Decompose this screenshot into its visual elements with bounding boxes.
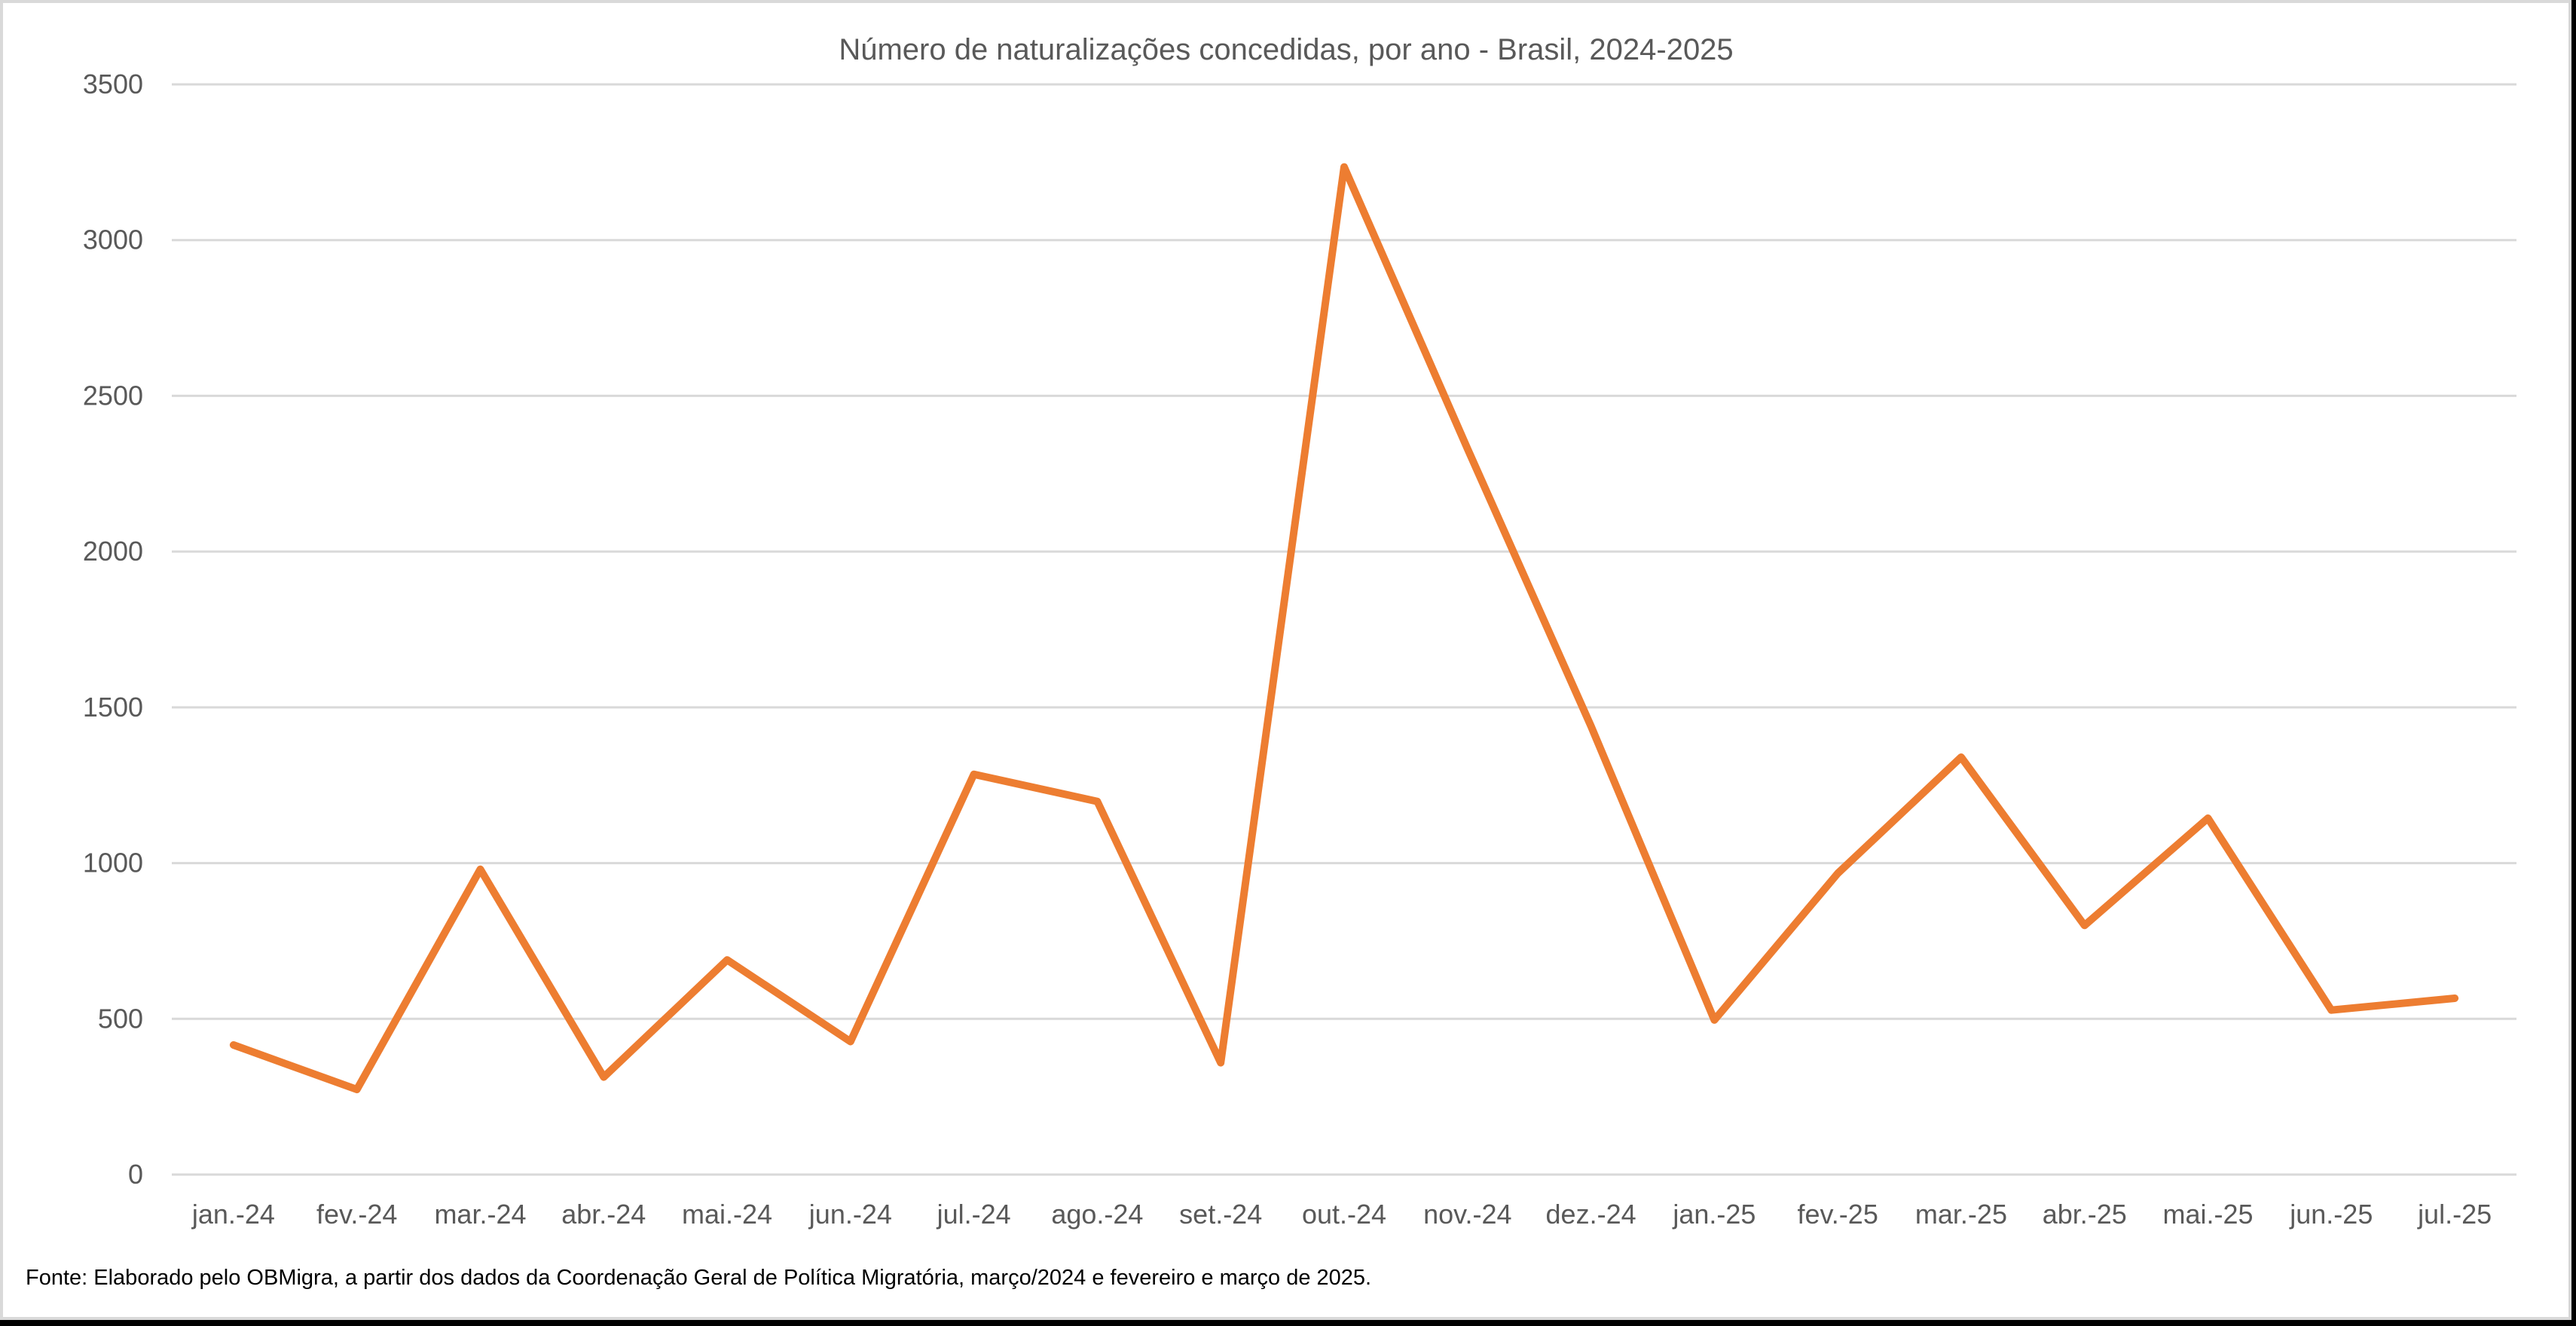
x-tick-label: mar.-25 bbox=[1915, 1199, 2007, 1230]
y-tick-label: 2000 bbox=[83, 536, 143, 567]
x-tick-label: mai.-24 bbox=[682, 1199, 772, 1230]
y-tick-label: 3000 bbox=[83, 225, 143, 255]
source-note: Fonte: Elaborado pelo OBMigra, a partir … bbox=[26, 1266, 1372, 1290]
x-tick-label: mai.-25 bbox=[2163, 1199, 2254, 1230]
y-tick-label: 1000 bbox=[83, 848, 143, 878]
x-tick-label: jul.-25 bbox=[2417, 1199, 2492, 1230]
x-tick-label: mar.-24 bbox=[434, 1199, 526, 1230]
x-tick-label: out.-24 bbox=[1302, 1199, 1386, 1230]
x-tick-label: dez.-24 bbox=[1546, 1199, 1636, 1230]
y-tick-label: 1500 bbox=[83, 692, 143, 723]
chart-title: Número de naturalizações concedidas, por… bbox=[839, 33, 1733, 66]
x-tick-label: abr.-25 bbox=[2043, 1199, 2127, 1230]
x-tick-label: jan.-24 bbox=[191, 1199, 275, 1230]
x-tick-label: fev.-25 bbox=[1797, 1199, 1878, 1230]
x-tick-label: abr.-24 bbox=[561, 1199, 646, 1230]
x-axis-tick-labels: jan.-24 fev.-24 mar.-24 abr.-24 mai.-24 jun.-… bbox=[191, 1199, 2492, 1230]
x-tick-label: fev.-24 bbox=[316, 1199, 397, 1230]
y-tick-label: 2500 bbox=[83, 380, 143, 411]
x-tick-label: jun.-24 bbox=[808, 1199, 892, 1230]
x-tick-label: jan.-25 bbox=[1672, 1199, 1756, 1230]
y-tick-label: 0 bbox=[128, 1159, 143, 1190]
x-tick-label: set.-24 bbox=[1179, 1199, 1262, 1230]
x-tick-label: ago.-24 bbox=[1051, 1199, 1143, 1230]
x-tick-label: jul.-24 bbox=[937, 1199, 1011, 1230]
y-gridlines bbox=[172, 83, 2516, 1176]
x-tick-label: jun.-25 bbox=[2289, 1199, 2373, 1230]
x-tick-label: nov.-24 bbox=[1423, 1199, 1511, 1230]
y-tick-label: 500 bbox=[98, 1003, 143, 1034]
y-tick-label: 3500 bbox=[83, 69, 143, 99]
y-axis-tick-labels: 0 500 1000 1500 2000 2500 3000 3500 bbox=[83, 69, 143, 1190]
series-line-naturalizacoes bbox=[229, 163, 2459, 1094]
